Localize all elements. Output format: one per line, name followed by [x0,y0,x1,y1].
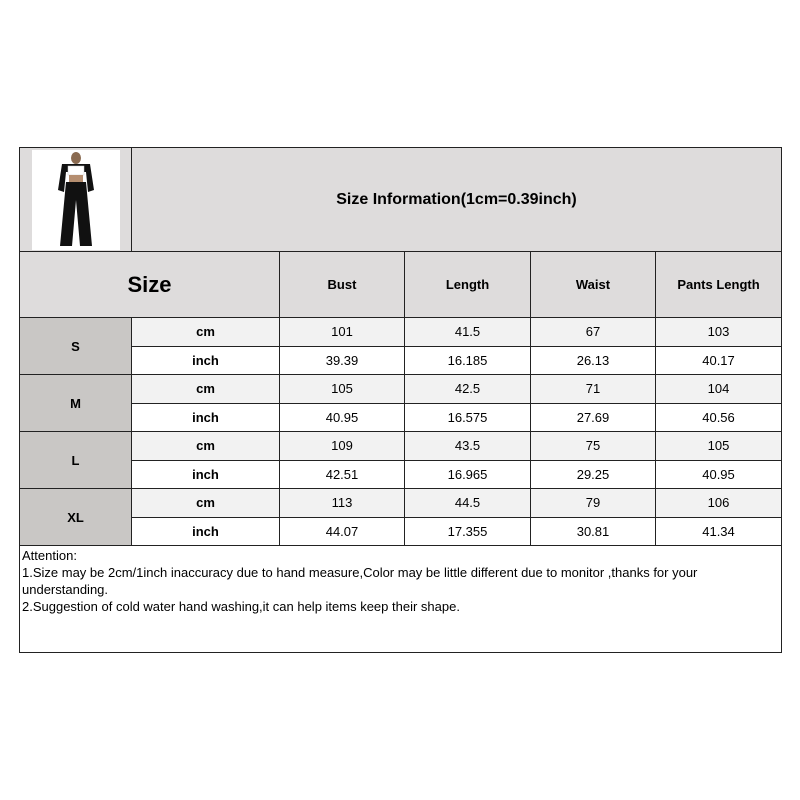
measurement-cell: 79 [530,488,656,518]
unit-label: cm [131,317,280,347]
size-chart: Size Information(1cm=0.39inch) Size Bust… [18,147,783,653]
measurement-cell: 44.5 [404,488,531,518]
column-header-waist: Waist [530,251,656,318]
attention-line-2: 2.Suggestion of cold water hand washing,… [22,599,460,614]
measurement-cell: 27.69 [530,402,656,432]
measurement-cell: 17.355 [404,516,531,546]
unit-label: cm [131,488,280,518]
measurement-cell: 44.07 [279,516,405,546]
table-row: inch 39.39 16.185 26.13 40.17 [20,345,783,375]
measurement-cell: 16.185 [404,345,531,375]
size-label: XL [19,488,132,546]
table-row: inch 42.51 16.965 29.25 40.95 [20,459,783,489]
table-row: inch 40.95 16.575 27.69 40.56 [20,402,783,432]
measurement-cell: 113 [279,488,405,518]
measurement-cell: 41.34 [654,516,783,546]
measurement-cell: 40.95 [279,402,405,432]
measurement-cell: 75 [530,431,656,461]
measurement-cell: 43.5 [404,431,531,461]
product-image-cell [19,147,132,252]
measurement-cell: 40.56 [654,402,783,432]
size-header: Size [19,251,280,318]
size-label: L [19,431,132,489]
measurement-cell: 103 [654,317,783,347]
column-header-pants-length: Pants Length [654,251,783,318]
measurement-cell: 30.81 [530,516,656,546]
unit-label: inch [131,345,280,375]
unit-label: inch [131,459,280,489]
measurement-cell: 101 [279,317,405,347]
attention-note: Attention: 1.Size may be 2cm/1inch inacc… [18,545,783,653]
measurement-cell: 39.39 [279,345,405,375]
measurement-cell: 40.95 [654,459,783,489]
table-row: XL cm 113 44.5 79 106 [19,488,783,546]
chart-title: Size Information(1cm=0.39inch) [130,147,783,252]
size-label: M [19,374,132,432]
product-photo [31,149,120,250]
measurement-cell: 71 [530,374,656,404]
attention-heading: Attention: [22,548,77,563]
measurement-cell: 105 [654,431,783,461]
measurement-cell: 104 [654,374,783,404]
unit-label: inch [131,516,280,546]
measurement-cell: 42.51 [279,459,405,489]
measurement-cell: 16.965 [404,459,531,489]
unit-label: cm [131,431,280,461]
size-label: S [19,317,132,375]
measurement-cell: 29.25 [530,459,656,489]
column-header-bust: Bust [279,251,405,318]
measurement-cell: 42.5 [404,374,531,404]
attention-line-1: 1.Size may be 2cm/1inch inaccuracy due t… [22,565,698,597]
measurement-cell: 67 [530,317,656,347]
unit-label: inch [131,402,280,432]
measurement-cell: 41.5 [404,317,531,347]
measurement-cell: 26.13 [530,345,656,375]
column-header-length: Length [404,251,531,318]
unit-label: cm [131,374,280,404]
measurement-cell: 106 [654,488,783,518]
table-row: inch 44.07 17.355 30.81 41.34 [20,516,783,546]
measurement-cell: 16.575 [404,402,531,432]
measurement-cell: 105 [279,374,405,404]
measurement-cell: 109 [279,431,405,461]
measurement-cell: 40.17 [654,345,783,375]
